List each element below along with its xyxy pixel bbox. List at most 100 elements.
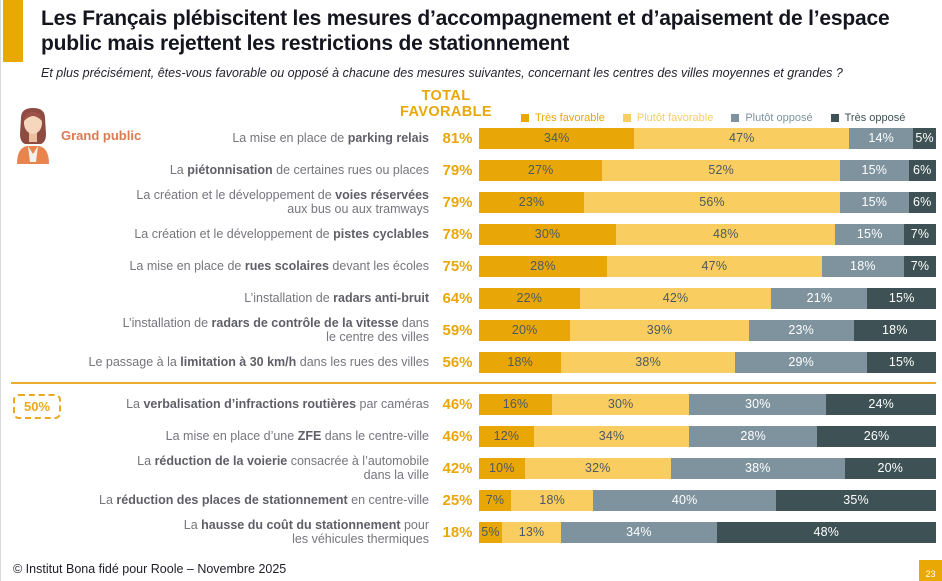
- measure-label: La création et le développement de voies…: [136, 188, 429, 216]
- total-favorable-value: 79%: [442, 161, 473, 179]
- measure-row: La verbalisation d’infractions routières…: [39, 388, 936, 420]
- bar-segment: 28%: [479, 255, 607, 277]
- measure-label: L’installation de radars anti-bruit: [244, 291, 429, 305]
- bar-segment: 13%: [501, 521, 562, 543]
- stacked-bar: 16% 30% 30% 24%: [479, 393, 936, 415]
- person-avatar-icon: [17, 108, 49, 164]
- page-number-badge: 23: [919, 560, 942, 581]
- legend-item-plutot-oppose: Plutôt opposé: [731, 112, 813, 124]
- total-favorable-value: 79%: [442, 193, 473, 211]
- stacked-bar: 10% 32% 38% 20%: [479, 457, 936, 479]
- majority-separator: [11, 378, 936, 388]
- bar-segment: 29%: [734, 351, 868, 373]
- measure-label: La piétonnisation de certaines rues ou p…: [169, 163, 429, 177]
- bar-segment: 26%: [817, 425, 936, 447]
- stacked-bar: 30% 48% 15% 7%: [479, 223, 936, 245]
- title-accent-bar: [3, 0, 23, 62]
- bar-segment: 34%: [479, 127, 635, 149]
- bar-segment: 14%: [849, 127, 914, 149]
- stacked-bar: 7% 18% 40% 35%: [479, 489, 936, 511]
- bar-segment: 7%: [903, 255, 936, 277]
- bar-segment: 38%: [561, 351, 735, 373]
- bar-segment: 12%: [479, 425, 534, 447]
- page-subtitle: Et plus précisément, êtes-vous favorable…: [41, 66, 843, 80]
- total-favorable-value: 25%: [442, 491, 473, 509]
- stacked-bar: 28% 47% 18% 7%: [479, 255, 936, 277]
- bar-segment: 30%: [689, 393, 827, 415]
- total-favorable-value: 42%: [442, 459, 473, 477]
- stacked-bar-chart: La mise en place de parking relais 81% 34%…: [11, 122, 936, 548]
- audience-label: Grand public: [61, 128, 142, 143]
- bar-segment: 7%: [479, 489, 511, 511]
- total-favorable-header-line2: FAVORABLE: [400, 104, 492, 120]
- bar-segment: 28%: [689, 425, 818, 447]
- bar-segment: 20%: [844, 457, 936, 479]
- bar-segment: 40%: [593, 489, 777, 511]
- measure-row: La piétonnisation de certaines rues ou p…: [39, 154, 936, 186]
- legend-marker-icon: [731, 114, 740, 122]
- legend-marker-icon: [622, 114, 631, 122]
- bar-segment: 7%: [904, 223, 936, 245]
- bar-segment: 6%: [908, 159, 936, 181]
- measure-label: La mise en place de rues scolaires devan…: [129, 259, 429, 273]
- measure-row: La réduction de la voierie consacrée à l…: [39, 452, 936, 484]
- bar-segment: 6%: [908, 191, 936, 213]
- total-favorable-header-line1: TOTAL: [421, 88, 471, 104]
- bar-segment: 15%: [867, 351, 936, 373]
- bar-segment: 30%: [552, 393, 690, 415]
- bar-segment: 18%: [821, 255, 904, 277]
- bar-segment: 16%: [479, 393, 553, 415]
- stacked-bar: 27% 52% 15% 6%: [479, 159, 936, 181]
- legend-label: Très favorable: [535, 112, 605, 124]
- majority-threshold-badge: 50%: [13, 394, 61, 419]
- measure-row: Le passage à la limitation à 30 km/h dan…: [39, 346, 936, 378]
- bar-segment: 18%: [510, 489, 594, 511]
- legend-item-plutot-favorable: Plutôt favorable: [622, 112, 713, 124]
- measure-label: La verbalisation d’infractions routières…: [126, 397, 429, 411]
- bar-segment: 15%: [867, 287, 936, 309]
- measure-label: La hausse du coût du stationnement pour l…: [183, 518, 429, 546]
- stacked-bar: 22% 42% 21% 15%: [479, 287, 936, 309]
- bar-segment: 34%: [561, 521, 717, 543]
- bar-segment: 21%: [771, 287, 868, 309]
- bar-segment: 27%: [479, 159, 603, 181]
- measure-row: La création et le développement de voies…: [39, 186, 936, 218]
- total-favorable-value: 46%: [442, 395, 473, 413]
- bar-segment: 23%: [479, 191, 585, 213]
- total-favorable-value: 64%: [442, 289, 473, 307]
- legend-label: Plutôt opposé: [745, 112, 813, 124]
- bar-segment: 47%: [634, 127, 850, 149]
- stacked-bar: 20% 39% 23% 18%: [479, 319, 936, 341]
- bar-segment: 48%: [716, 521, 936, 543]
- bar-segment: 22%: [479, 287, 580, 309]
- bar-segment: 42%: [579, 287, 772, 309]
- measure-row: L’installation de radars de contrôle de …: [39, 314, 936, 346]
- measure-label: La réduction de la voierie consacrée à l…: [137, 454, 429, 482]
- stacked-bar: 5% 13% 34% 48%: [479, 521, 936, 543]
- stacked-bar: 18% 38% 29% 15%: [479, 351, 936, 373]
- page-title: Les Français plébiscitent les mesures d’…: [41, 7, 890, 55]
- stacked-bar: 23% 56% 15% 6%: [479, 191, 936, 213]
- measure-label: Le passage à la limitation à 30 km/h dan…: [88, 355, 429, 369]
- bar-segment: 18%: [479, 351, 562, 373]
- legend-item-tres-oppose: Très opposé: [830, 112, 906, 124]
- bar-segment: 34%: [533, 425, 690, 447]
- bar-segment: 32%: [524, 457, 671, 479]
- bar-segment: 23%: [748, 319, 854, 341]
- stacked-bar: 34% 47% 14% 5%: [479, 127, 936, 149]
- bar-segment: 30%: [479, 223, 617, 245]
- bar-segment: 39%: [570, 319, 749, 341]
- legend-item-tres-favorable: Très favorable: [521, 112, 605, 124]
- bar-segment: 48%: [616, 223, 836, 245]
- bar-segment: 5%: [479, 521, 502, 543]
- stacked-bar: 12% 34% 28% 26%: [479, 425, 936, 447]
- bar-segment: 52%: [602, 159, 840, 181]
- total-favorable-value: 81%: [442, 129, 473, 147]
- measure-label: L’installation de radars de contrôle de …: [122, 316, 429, 344]
- bar-segment: 15%: [840, 191, 909, 213]
- legend-label: Très opposé: [844, 112, 906, 124]
- measure-label: La mise en place d’une ZFE dans le centr…: [165, 429, 429, 443]
- measure-row: La mise en place d’une ZFE dans le centr…: [39, 420, 936, 452]
- total-favorable-value: 78%: [442, 225, 473, 243]
